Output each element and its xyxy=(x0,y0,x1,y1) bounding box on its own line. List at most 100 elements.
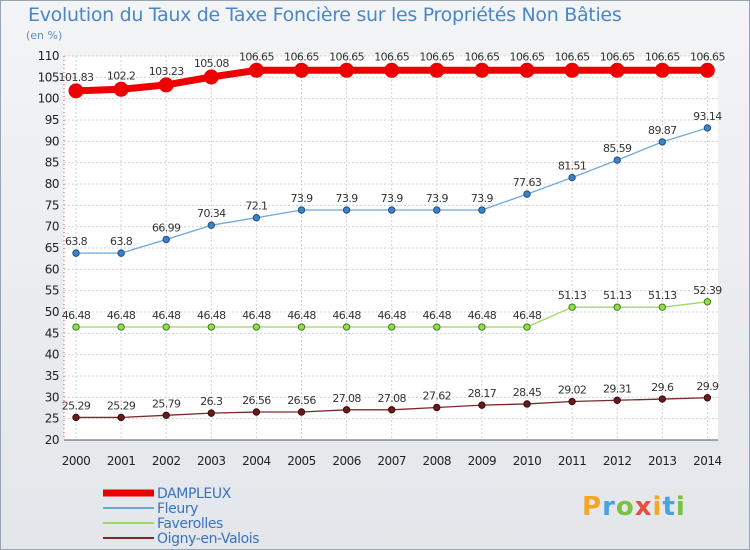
data-point xyxy=(564,62,580,78)
data-point xyxy=(342,206,351,214)
data-label: 51.13 xyxy=(558,289,587,302)
data-label: 27.62 xyxy=(423,389,452,402)
data-label: 106.65 xyxy=(419,50,454,63)
data-point xyxy=(523,323,531,331)
data-label: 73.9 xyxy=(471,192,494,205)
x-tick-label: 2006 xyxy=(332,454,361,468)
data-label: 106.65 xyxy=(690,50,725,63)
data-point xyxy=(478,323,486,331)
data-label: 73.9 xyxy=(381,192,404,205)
data-point xyxy=(388,323,396,331)
x-tick-label: 2003 xyxy=(197,454,226,468)
y-tick-label: 90 xyxy=(45,134,59,148)
logo-letter: r xyxy=(602,492,616,522)
logo-letter: i xyxy=(652,492,663,522)
data-point xyxy=(158,77,174,93)
data-label: 89.87 xyxy=(648,124,677,137)
data-label: 46.48 xyxy=(107,309,136,322)
data-label: 26.3 xyxy=(200,395,223,408)
data-point xyxy=(478,206,486,214)
y-tick-label: 55 xyxy=(45,284,59,298)
data-point xyxy=(162,235,170,244)
data-label: 70.34 xyxy=(197,207,226,220)
data-point xyxy=(474,62,490,78)
logo-letter: o xyxy=(615,492,635,522)
data-label: 46.48 xyxy=(242,309,271,322)
data-point xyxy=(117,323,125,331)
data-point xyxy=(297,323,306,331)
y-tick-label: 50 xyxy=(45,305,59,319)
data-label: 46.48 xyxy=(377,309,406,322)
data-point xyxy=(429,62,445,78)
data-point xyxy=(388,206,396,214)
data-point xyxy=(478,401,486,409)
legend-label: DAMPLEUX xyxy=(157,486,232,502)
data-point xyxy=(384,62,400,78)
data-point xyxy=(252,214,261,222)
data-label: 46.48 xyxy=(197,309,226,322)
data-label: 72.1 xyxy=(245,200,267,213)
y-tick-label: 105 xyxy=(38,70,59,84)
y-tick-label: 65 xyxy=(45,241,59,255)
logo-letter: i xyxy=(675,492,686,522)
data-label: 46.48 xyxy=(423,309,452,322)
data-label: 27.08 xyxy=(332,392,361,405)
y-tick-label: 60 xyxy=(45,262,59,276)
data-point xyxy=(658,138,666,146)
x-tick-label: 2014 xyxy=(693,454,722,468)
x-tick-label: 2012 xyxy=(603,454,632,468)
data-label: 106.65 xyxy=(464,50,499,63)
data-label: 106.65 xyxy=(239,50,274,63)
data-point xyxy=(294,62,309,78)
data-label: 81.51 xyxy=(558,160,587,173)
x-tick-label: 2005 xyxy=(287,454,316,468)
data-point xyxy=(568,397,576,406)
data-point xyxy=(113,81,129,97)
data-point xyxy=(162,411,170,419)
data-label: 25.29 xyxy=(107,399,136,412)
data-point xyxy=(342,323,351,331)
legend-label: Faverolles xyxy=(157,516,223,532)
data-point xyxy=(568,303,576,311)
legend-label: Oigny-en-Valois xyxy=(157,531,259,547)
data-label: 28.17 xyxy=(468,387,497,400)
y-tick-label: 35 xyxy=(45,369,59,383)
data-point xyxy=(297,408,306,416)
x-tick-label: 2004 xyxy=(242,454,271,468)
data-point xyxy=(72,413,80,422)
data-label: 29.6 xyxy=(651,381,674,394)
data-label: 51.13 xyxy=(648,289,677,302)
data-point xyxy=(613,303,621,311)
data-label: 106.65 xyxy=(284,50,319,63)
data-label: 102.2 xyxy=(107,69,136,82)
chart-title: Evolution du Taux de Taxe Foncière sur l… xyxy=(28,4,622,26)
data-label: 25.79 xyxy=(152,397,181,410)
data-label: 46.48 xyxy=(513,309,542,322)
data-label: 93.14 xyxy=(693,110,722,123)
data-point xyxy=(207,221,216,229)
data-label: 29.9 xyxy=(696,380,719,393)
y-tick-label: 80 xyxy=(45,177,59,191)
data-point xyxy=(609,62,625,78)
chart-subtitle: (en %) xyxy=(26,29,63,42)
data-label: 63.8 xyxy=(65,235,88,248)
data-point xyxy=(703,124,712,132)
data-point xyxy=(613,396,621,404)
y-tick-label: 100 xyxy=(38,92,59,106)
data-point xyxy=(703,394,712,402)
data-label: 29.31 xyxy=(603,382,632,395)
data-label: 106.65 xyxy=(600,50,635,63)
data-point xyxy=(72,323,80,331)
data-label: 28.45 xyxy=(513,386,542,399)
data-label: 77.63 xyxy=(513,176,542,189)
data-label: 106.65 xyxy=(329,50,364,63)
data-label: 46.48 xyxy=(468,309,497,322)
data-point xyxy=(252,408,261,416)
x-tick-label: 2007 xyxy=(377,454,406,468)
x-tick-label: 2010 xyxy=(513,454,542,468)
data-point xyxy=(523,400,531,408)
x-tick-label: 2009 xyxy=(468,454,497,468)
y-tick-label: 25 xyxy=(45,412,59,426)
data-point xyxy=(519,62,535,78)
data-label: 29.02 xyxy=(558,384,587,397)
